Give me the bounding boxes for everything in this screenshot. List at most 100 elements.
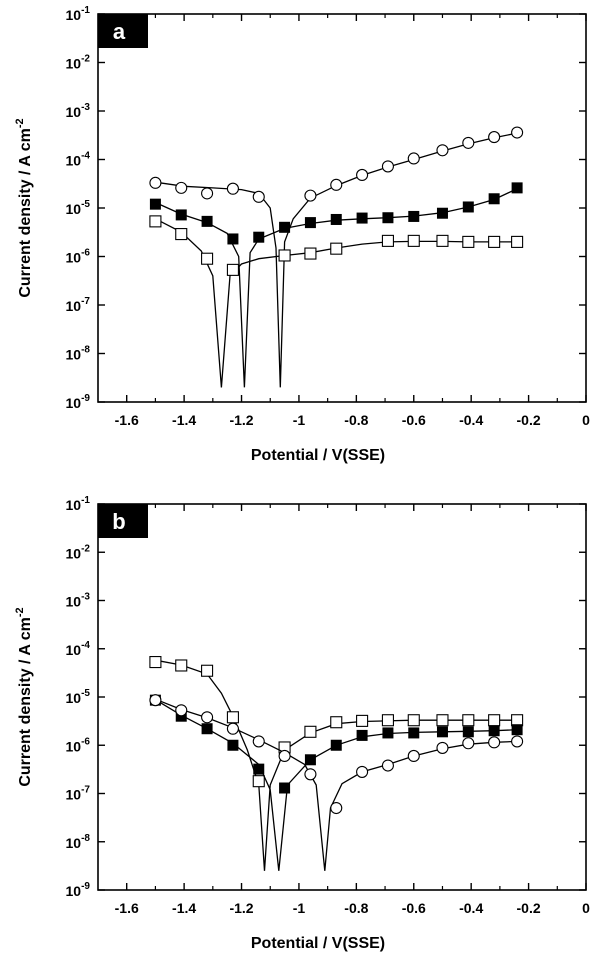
x-tick-label: -1 xyxy=(293,900,306,916)
x-tick-label: -1.6 xyxy=(115,900,139,916)
data-point-filled-square xyxy=(149,198,161,210)
data-point-filled-square xyxy=(356,212,368,224)
data-point-open-square xyxy=(330,716,343,729)
data-point-filled-square xyxy=(253,763,265,775)
y-tick-base: 10 xyxy=(66,883,82,899)
data-point-open-square xyxy=(462,714,475,727)
data-point-open-square xyxy=(511,235,524,248)
y-tick-label: 10-8 xyxy=(66,345,91,363)
y-tick-exponent: -5 xyxy=(81,199,90,210)
data-point-open-circle xyxy=(356,168,369,182)
data-point-filled-square xyxy=(408,727,420,739)
y-tick-exponent: -7 xyxy=(81,785,90,796)
data-point-filled-square xyxy=(304,217,316,229)
data-point-open-circle xyxy=(252,735,265,748)
data-point-filled-square xyxy=(382,212,394,224)
y-tick-base: 10 xyxy=(66,395,82,411)
data-point-filled-square xyxy=(279,782,291,794)
data-point-open-square xyxy=(175,659,188,672)
data-point-open-circle xyxy=(226,722,239,735)
panel-label: a xyxy=(113,19,126,44)
data-point-open-circle xyxy=(462,737,475,750)
data-point-filled-square xyxy=(511,182,523,194)
y-tick-exponent: -8 xyxy=(81,833,90,844)
y-tick-label: 10-1 xyxy=(66,495,91,513)
y-tick-label: 10-9 xyxy=(66,881,91,899)
y-tick-base: 10 xyxy=(66,690,82,706)
data-point-open-square xyxy=(149,656,162,669)
data-point-filled-square xyxy=(488,193,500,205)
data-point-open-circle xyxy=(330,801,343,815)
data-point-open-circle xyxy=(511,735,524,748)
y-tick-base: 10 xyxy=(66,201,82,217)
plot-frame xyxy=(97,13,587,403)
data-point-open-circle xyxy=(278,749,291,763)
y-axis-title-text: Current density / A cm xyxy=(17,128,34,298)
fit-curve xyxy=(155,659,518,871)
data-point-filled-square xyxy=(436,207,448,219)
y-tick-exponent: -7 xyxy=(81,296,90,307)
y-tick-label: 10-4 xyxy=(66,151,91,169)
data-point-open-circle xyxy=(488,131,501,144)
data-point-open-square xyxy=(304,247,317,260)
data-point-open-circle xyxy=(201,187,214,200)
data-point-open-square xyxy=(436,714,449,727)
y-tick-label: 10-6 xyxy=(66,736,91,754)
y-tick-base: 10 xyxy=(66,497,82,513)
x-tick-label: -1.6 xyxy=(115,412,139,428)
y-tick-base: 10 xyxy=(66,835,82,851)
y-tick-label: 10-2 xyxy=(66,54,91,72)
y-axis-title: Current density / A cm-2 xyxy=(14,118,34,297)
y-tick-exponent: -1 xyxy=(81,495,90,506)
data-point-open-circle xyxy=(407,749,420,763)
y-tick-label: 10-9 xyxy=(66,393,91,411)
x-tick-label: 0 xyxy=(582,412,590,428)
y-tick-exponent: -6 xyxy=(81,248,90,259)
data-point-open-circle xyxy=(330,178,343,191)
y-tick-exponent: -2 xyxy=(81,543,90,554)
x-tick-label: -0.2 xyxy=(517,900,541,916)
data-point-open-circle xyxy=(175,704,188,717)
y-tick-exponent: -4 xyxy=(81,151,90,162)
data-point-open-circle xyxy=(226,182,239,195)
y-tick-exponent: -2 xyxy=(81,54,90,65)
data-point-open-circle xyxy=(175,181,188,194)
data-point-open-square xyxy=(407,234,420,247)
y-tick-base: 10 xyxy=(66,347,82,363)
x-tick-label: -1.2 xyxy=(229,412,253,428)
data-point-open-circle xyxy=(149,694,162,707)
y-tick-base: 10 xyxy=(66,594,82,610)
data-point-open-circle xyxy=(304,768,317,781)
x-tick-label: -0.2 xyxy=(517,412,541,428)
data-point-open-square xyxy=(436,234,449,247)
data-point-filled-square xyxy=(175,209,187,221)
data-point-open-square xyxy=(278,249,291,262)
x-tick-label: -1 xyxy=(293,412,306,428)
y-tick-base: 10 xyxy=(66,298,82,314)
data-point-filled-square xyxy=(227,233,239,245)
y-tick-base: 10 xyxy=(66,642,82,658)
y-tick-exponent: -5 xyxy=(81,688,90,699)
data-point-filled-square xyxy=(488,725,500,737)
data-point-filled-square xyxy=(304,754,316,766)
y-tick-label: 10-3 xyxy=(66,592,91,610)
data-point-open-circle xyxy=(436,144,449,157)
y-tick-label: 10-7 xyxy=(66,296,91,314)
y-tick-exponent: -4 xyxy=(81,640,90,651)
y-tick-base: 10 xyxy=(66,787,82,803)
y-tick-base: 10 xyxy=(66,738,82,754)
x-tick-label: -0.4 xyxy=(459,412,483,428)
data-point-open-square xyxy=(356,714,369,727)
data-point-open-circle xyxy=(304,189,317,202)
y-tick-exponent: -3 xyxy=(81,102,90,113)
y-tick-label: 10-2 xyxy=(66,543,91,561)
y-tick-exponent: -9 xyxy=(81,393,90,404)
data-point-open-square xyxy=(488,235,501,248)
y-tick-base: 10 xyxy=(66,153,82,169)
data-point-filled-square xyxy=(279,221,291,233)
x-axis-title: Potential / V(SSE) xyxy=(251,447,385,464)
y-tick-exponent: -1 xyxy=(81,5,90,16)
data-point-open-square xyxy=(149,215,162,228)
data-point-filled-square xyxy=(511,724,523,736)
